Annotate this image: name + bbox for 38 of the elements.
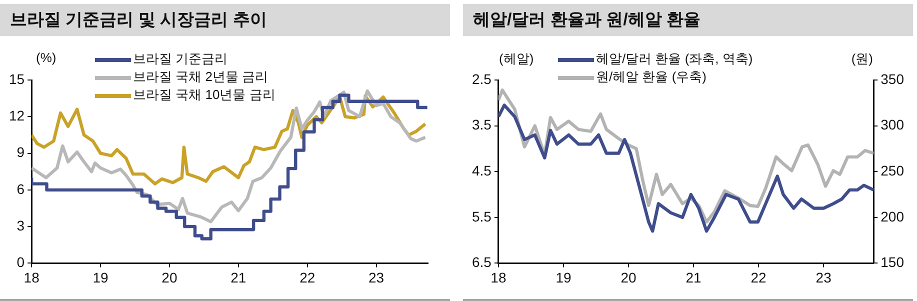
legend-label: 브라질 국채 2년물 금리: [132, 68, 270, 86]
y-tick-label: 0: [16, 254, 25, 270]
x-tick-label: 19: [556, 269, 572, 286]
y-tick-label: 3.5: [472, 116, 492, 133]
x-tick-label: 22: [300, 269, 316, 286]
legend-label: 브라질 기준금리: [132, 50, 229, 68]
legend-label: 브라질 국채 10년물 금리: [132, 86, 276, 104]
y2-tick-label: 300: [880, 116, 904, 133]
x-tick-label: 22: [750, 269, 767, 286]
x-tick-label: 23: [816, 269, 832, 286]
y-tick-label: 3: [16, 217, 25, 234]
legend-label: 원/헤알 환율 (우축): [595, 68, 708, 86]
y2-tick-label: 250: [880, 162, 904, 178]
x-tick-label: 20: [620, 269, 637, 286]
y2-axis-title: (원): [851, 50, 873, 68]
y-axis-title: (헤알): [499, 50, 534, 68]
x-tick-label: 21: [686, 269, 702, 286]
y-tick-label: 5.5: [472, 208, 492, 224]
y2-tick-label: 150: [880, 254, 904, 270]
x-tick-label: 18: [24, 269, 40, 286]
y2-tick-label: 350: [880, 70, 904, 87]
x-tick-label: 21: [230, 269, 246, 286]
y-tick-label: 6: [16, 180, 25, 197]
y-tick-label: 15: [8, 70, 25, 87]
y-axis-title: (%): [36, 50, 56, 65]
x-tick-label: 23: [368, 269, 384, 286]
x-tick-label: 18: [490, 269, 506, 286]
x-tick-label: 19: [92, 269, 109, 286]
y-tick-label: 12: [8, 108, 25, 124]
chart-title: 헤알/달러 환율과 원/헤알 환율: [463, 4, 913, 36]
chart-title: 브라질 기준금리 및 시장금리 추이: [0, 4, 450, 36]
y-tick-label: 2.5: [472, 70, 492, 87]
legend-label: 헤알/달러 환율 (좌축, 역축): [595, 50, 753, 68]
y-tick-label: 9: [16, 144, 25, 160]
y-tick-label: 4.5: [472, 162, 492, 178]
y2-tick-label: 200: [880, 208, 904, 224]
x-tick-label: 20: [162, 269, 178, 286]
y-tick-label: 6.5: [472, 254, 492, 270]
